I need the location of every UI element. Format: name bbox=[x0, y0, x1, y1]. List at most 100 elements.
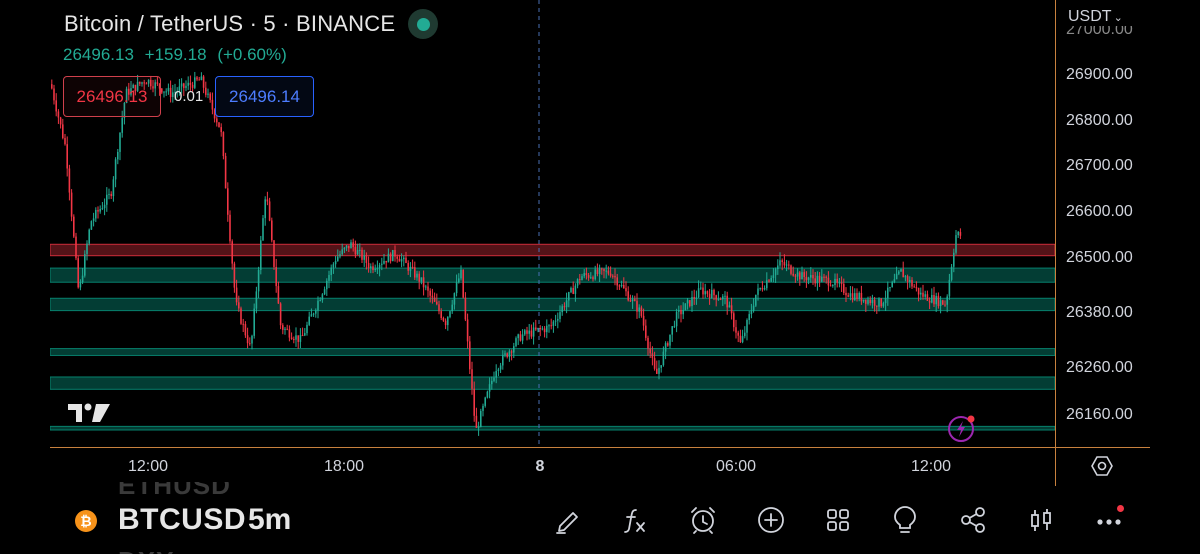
candle-body bbox=[444, 320, 447, 326]
candles-icon[interactable] bbox=[1024, 503, 1058, 537]
candle-body bbox=[345, 245, 348, 248]
lightning-icon[interactable] bbox=[946, 414, 976, 444]
support-zone[interactable] bbox=[50, 348, 1055, 356]
candle-body bbox=[235, 287, 238, 303]
indicators-icon[interactable] bbox=[618, 503, 652, 537]
candle-body bbox=[407, 262, 409, 271]
support-zone[interactable] bbox=[50, 267, 1055, 283]
candle-body bbox=[504, 353, 506, 355]
price-label: 26500.00 bbox=[1066, 249, 1133, 266]
candle-body bbox=[887, 287, 889, 299]
candle-body bbox=[372, 266, 374, 271]
candle-body bbox=[211, 99, 214, 110]
support-zone[interactable] bbox=[50, 376, 1055, 390]
last-price: 26496.13 bbox=[63, 45, 134, 64]
candle-body bbox=[165, 91, 167, 93]
candle-body bbox=[521, 334, 524, 341]
candle-body bbox=[596, 269, 599, 275]
add-icon[interactable] bbox=[754, 503, 788, 537]
share-icon[interactable] bbox=[956, 503, 990, 537]
more-icon[interactable] bbox=[1092, 503, 1126, 537]
candle-body bbox=[143, 82, 145, 84]
candle-body bbox=[266, 199, 269, 202]
candle-body bbox=[933, 295, 935, 305]
candle-body bbox=[79, 282, 82, 288]
candle-body bbox=[88, 229, 90, 244]
candle-body bbox=[156, 82, 159, 84]
candle-body bbox=[719, 299, 722, 301]
candle-body bbox=[561, 306, 563, 313]
time-label: 06:00 bbox=[715, 458, 757, 475]
support-zone[interactable] bbox=[50, 425, 1055, 431]
support-zone[interactable] bbox=[50, 297, 1055, 312]
price-label: 26900.00 bbox=[1066, 66, 1133, 83]
candle-body bbox=[944, 304, 946, 306]
price-change-percent: (+0.60%) bbox=[217, 45, 287, 64]
candle-body bbox=[348, 245, 350, 249]
spread-value: 0.01 bbox=[174, 88, 204, 105]
candle-body bbox=[196, 77, 198, 80]
candle-body bbox=[394, 250, 396, 257]
draw-icon[interactable] bbox=[551, 503, 585, 537]
candle-body bbox=[158, 83, 161, 89]
ideas-icon[interactable] bbox=[888, 503, 922, 537]
price-chart[interactable] bbox=[50, 0, 1055, 447]
chart-settings-icon[interactable] bbox=[1088, 452, 1116, 480]
time-scale[interactable]: 12:00 18:00 8 06:00 12:00 bbox=[50, 447, 1150, 486]
candle-body bbox=[865, 299, 867, 304]
candle-body bbox=[816, 275, 819, 284]
candle-body bbox=[691, 296, 693, 307]
price-label: 26160.00 bbox=[1066, 406, 1133, 423]
candle-body bbox=[205, 87, 207, 95]
candle-body bbox=[867, 299, 869, 304]
candle-body bbox=[680, 310, 682, 315]
layout-icon[interactable] bbox=[821, 503, 855, 537]
candle-body bbox=[788, 264, 790, 266]
candle-body bbox=[275, 266, 277, 287]
candle-body bbox=[282, 325, 284, 330]
resistance-zone[interactable] bbox=[50, 243, 1055, 257]
price-scale[interactable]: USDT⌄ 27000.00 26900.00 26800.00 26700.0… bbox=[1055, 0, 1200, 447]
candle-body bbox=[447, 316, 449, 326]
candle-body bbox=[361, 249, 363, 260]
candle-body bbox=[273, 240, 275, 267]
candle-body bbox=[387, 253, 390, 263]
symbol-title[interactable]: Bitcoin / TetherUS · 5 · BINANCE bbox=[64, 11, 396, 36]
candle-body bbox=[385, 260, 387, 263]
symbol-selector[interactable]: BTCUSD bbox=[118, 503, 246, 536]
candle-body bbox=[825, 276, 827, 278]
candle-body bbox=[684, 303, 687, 311]
candle-body bbox=[812, 275, 814, 279]
candle-body bbox=[414, 267, 416, 278]
candle-body bbox=[851, 293, 854, 300]
buy-button[interactable]: 26496.14 bbox=[215, 76, 314, 117]
candle-body bbox=[68, 168, 71, 193]
alert-icon[interactable] bbox=[686, 503, 720, 537]
candle-body bbox=[794, 275, 797, 277]
candle-body bbox=[737, 332, 739, 336]
candle-body bbox=[706, 291, 709, 294]
candle-body bbox=[220, 127, 222, 133]
candle-body bbox=[614, 275, 616, 278]
candle-body bbox=[231, 241, 233, 264]
currency-selector[interactable]: USDT ⌄ bbox=[1068, 8, 1123, 26]
chart-pane[interactable] bbox=[50, 0, 1055, 447]
candle-body bbox=[546, 325, 548, 333]
candle-body bbox=[312, 313, 315, 315]
candle-body bbox=[409, 266, 412, 271]
candle-body bbox=[293, 339, 295, 341]
candle-body bbox=[99, 208, 101, 212]
interval-selector[interactable]: 5m bbox=[248, 503, 292, 536]
candle-body bbox=[869, 299, 871, 304]
candle-body bbox=[55, 100, 57, 112]
candle-body bbox=[97, 209, 99, 212]
candle-body bbox=[629, 300, 632, 302]
candle-body bbox=[194, 77, 196, 88]
candle-body bbox=[653, 358, 656, 369]
candle-body bbox=[128, 88, 130, 95]
sell-button[interactable]: 26496.13 bbox=[63, 76, 161, 117]
candle-body bbox=[700, 287, 702, 289]
candle-body bbox=[777, 265, 779, 270]
notification-dot bbox=[1117, 505, 1124, 512]
candle-body bbox=[953, 252, 955, 267]
